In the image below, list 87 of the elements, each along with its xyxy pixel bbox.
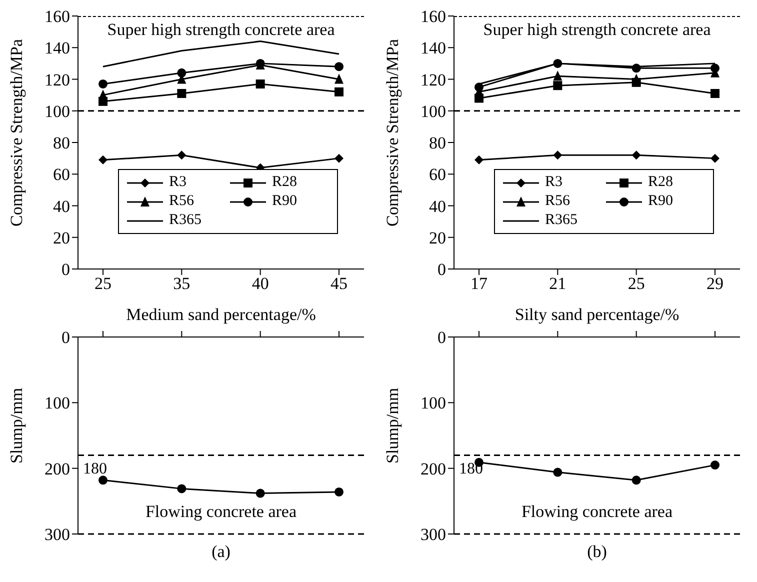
legend-label: R3 <box>169 174 187 191</box>
y-tick-label: 160 <box>420 7 446 26</box>
point <box>98 476 108 485</box>
y-tick-label: 20 <box>53 228 70 248</box>
ref-line-label: 180 <box>83 460 107 478</box>
y-tick-label: 60 <box>429 165 446 184</box>
x-tick-label: 25 <box>94 274 112 294</box>
y-tick-label: 40 <box>429 196 446 216</box>
point <box>177 484 186 494</box>
x-tick-label: 45 <box>330 274 348 294</box>
y-tick-label: 300 <box>44 525 70 544</box>
y-tick-label: 140 <box>44 38 70 58</box>
point <box>710 88 720 98</box>
x-tick-label: 40 <box>252 274 269 294</box>
legend-label: R90 <box>648 193 674 210</box>
legend-label: R56 <box>545 193 570 210</box>
y-tick-label: 120 <box>420 70 446 90</box>
y-axis-title: Slump/mm <box>7 388 26 464</box>
y-tick-label: 100 <box>44 102 70 121</box>
annotation: Flowing concrete area <box>520 502 674 522</box>
legend-label: R3 <box>545 174 563 191</box>
point <box>632 150 641 160</box>
y-tick-label: 20 <box>429 228 446 248</box>
point <box>553 468 562 477</box>
point <box>632 64 641 73</box>
point <box>98 155 108 164</box>
x-axis-title: Silty sand percentage/% <box>514 305 680 324</box>
point <box>98 79 108 88</box>
annotation: Flowing concrete area <box>144 502 298 522</box>
legend-label: R365 <box>545 212 578 229</box>
legend-label: R365 <box>169 212 202 229</box>
y-tick-label: 40 <box>53 196 70 216</box>
x-tick-label: 29 <box>706 274 724 294</box>
point <box>553 81 562 90</box>
y-tick-label: 100 <box>420 394 446 413</box>
legend-label: R56 <box>169 193 194 210</box>
point <box>177 68 186 78</box>
annotation: Super high strength concrete area <box>106 20 336 40</box>
point <box>710 154 720 163</box>
y-tick-label: 100 <box>44 394 70 413</box>
y-tick-label: 0 <box>438 328 446 348</box>
y-tick-label: 100 <box>420 102 446 121</box>
point <box>177 88 186 98</box>
point <box>334 74 344 84</box>
point <box>177 150 186 160</box>
y-tick-label: 0 <box>62 328 70 348</box>
point <box>632 78 641 87</box>
legend-label: R28 <box>272 174 298 191</box>
point <box>334 487 344 496</box>
y-tick-label: 160 <box>44 7 70 26</box>
text: (b) <box>586 542 608 562</box>
legend-label: R28 <box>648 174 674 191</box>
x-tick-label: 17 <box>470 274 488 294</box>
point <box>256 488 265 498</box>
y-tick-label: 140 <box>420 38 446 58</box>
point <box>553 58 562 68</box>
y-tick-label: 0 <box>62 260 70 280</box>
y-tick-label: 80 <box>429 134 446 153</box>
x-axis-title: Medium sand percentage/% <box>126 305 316 324</box>
y-tick-label: 80 <box>53 134 70 153</box>
y-tick-label: 200 <box>44 459 70 478</box>
point <box>632 476 641 485</box>
y-axis-title: Compressive Strength/MPa <box>7 38 26 226</box>
point <box>334 62 344 72</box>
y-axis-title: Compressive Strength/MPa <box>383 38 402 226</box>
y-tick-label: 200 <box>420 459 446 478</box>
x-tick-label: 35 <box>173 274 190 294</box>
point <box>256 79 265 88</box>
y-tick-label: 0 <box>438 260 446 280</box>
point <box>334 154 344 163</box>
annotation: Super high strength concrete area <box>482 20 712 40</box>
point <box>474 155 484 164</box>
x-tick-label: 25 <box>628 274 645 294</box>
y-tick-label: 300 <box>420 525 446 544</box>
y-tick-label: 120 <box>44 70 70 90</box>
point <box>553 150 562 160</box>
point <box>553 70 562 81</box>
point <box>334 87 344 96</box>
point <box>98 96 108 106</box>
point <box>474 94 484 103</box>
y-tick-label: 60 <box>53 165 70 184</box>
text: (a) <box>210 542 232 562</box>
point <box>710 460 720 470</box>
y-axis-title: Slump/mm <box>383 388 402 464</box>
x-tick-label: 21 <box>549 274 566 294</box>
legend-label: R90 <box>272 193 298 210</box>
line-series <box>102 40 340 68</box>
